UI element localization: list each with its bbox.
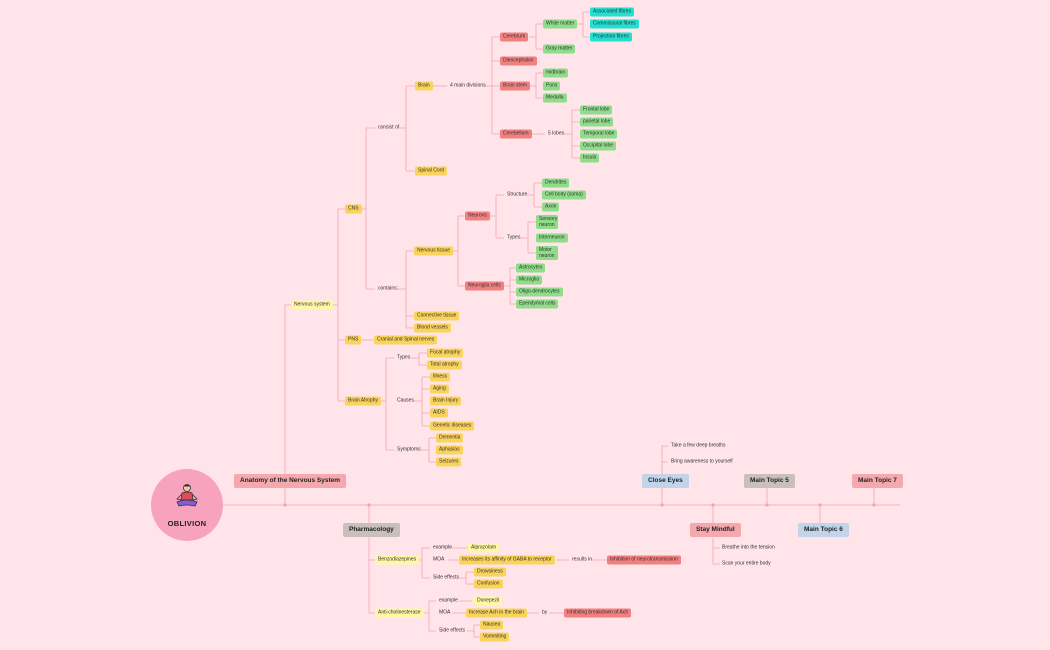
node-anti-moa[interactable]: MOA [439, 609, 451, 616]
node-midbrain[interactable]: midbrain [543, 68, 569, 78]
topic-main-7[interactable]: Main Topic 7 [852, 474, 903, 488]
node-ependymal-cells[interactable]: Ependymal cells [516, 299, 559, 309]
node-increases-affinity[interactable]: Increases its affinity of GABA to recept… [459, 555, 555, 565]
logo-badge: OBLIVION [151, 469, 223, 541]
node-pons[interactable]: Pons [543, 81, 561, 91]
logo-title: OBLIVION [167, 519, 207, 528]
node-microglia[interactable]: Microglia [516, 275, 543, 285]
node-cell-body[interactable]: Cell body (soma) [542, 190, 586, 200]
node-white-matter[interactable]: White matter [543, 19, 578, 29]
node-pns[interactable]: PNS [345, 335, 362, 345]
node-aids[interactable]: AIDS [430, 408, 448, 418]
node-anti-example[interactable]: example [439, 597, 458, 604]
node-inhibiting-breakdown[interactable]: Inhibiting breakdown of Ach [564, 608, 632, 618]
node-dendrites[interactable]: Dendrites [542, 178, 570, 188]
node-associated-fibres[interactable]: Associated fibres [590, 7, 635, 17]
node-axon[interactable]: Axon [542, 202, 560, 212]
node-benzo-side-effects[interactable]: Side effects [433, 574, 460, 581]
node-four-main-divisions[interactable]: 4 main divisions [450, 82, 486, 89]
node-by[interactable]: by [542, 609, 548, 616]
node-interneuron[interactable]: Interneuron [536, 233, 568, 243]
node-cns[interactable]: CNS [345, 204, 362, 214]
node-total-atrophy[interactable]: Total atrophy [427, 360, 462, 370]
node-genetic-diseases[interactable]: Genetic diseases [430, 421, 475, 431]
node-increase-ach[interactable]: Increase Ach in the brain [466, 608, 528, 618]
node-neuroglia-cells[interactable]: Neuroglia cells [465, 281, 504, 291]
node-confusion[interactable]: Confusion [474, 579, 503, 589]
node-structure[interactable]: Structure [507, 191, 528, 198]
node-donepezil[interactable]: Donepezil [474, 596, 503, 606]
node-oligodendrocytes[interactable]: Oligo-dendrocytes [516, 287, 563, 297]
topic-main-6[interactable]: Main Topic 6 [798, 523, 849, 537]
node-diencephalon[interactable]: Diencephalon [500, 56, 537, 66]
node-seizures[interactable]: Seizures [436, 457, 462, 467]
mindful-item[interactable]: Scan your entire body [722, 560, 771, 567]
mindful-item[interactable]: Breathe into the tension [722, 544, 775, 551]
node-cerebrum[interactable]: Cerebrum [500, 32, 529, 42]
node-sensory-neuron[interactable]: Sensory neuron [536, 215, 558, 229]
node-vomiting[interactable]: Vommiting [480, 632, 510, 642]
close-eyes-item[interactable]: Bring awareness to yourself [671, 458, 733, 465]
node-brain-atrophy[interactable]: Brain Atrophy [345, 396, 382, 406]
node-spinal-cord[interactable]: Spinal Cord [415, 166, 448, 176]
node-cranial-spinal-nerves[interactable]: Cranial and Spinal nerves [374, 335, 438, 345]
node-anti-side-effects[interactable]: Side effects [439, 627, 466, 634]
node-brain[interactable]: Brain [415, 81, 433, 91]
node-blood-vessels[interactable]: Blood vessels [414, 323, 451, 333]
node-nervous-system[interactable]: Nervous system [291, 300, 333, 310]
node-consist-of[interactable]: consist of [378, 124, 400, 131]
node-results-in[interactable]: results in [572, 556, 593, 563]
node-anti-cholinesterase[interactable]: Anti-cholinesterase [375, 608, 424, 618]
node-parietal-lobe[interactable]: parietal lobe [580, 117, 614, 127]
node-projection-fibres[interactable]: Projection fibres [590, 32, 632, 42]
node-brain-injury[interactable]: Brain Injury [430, 396, 462, 406]
node-aphasias[interactable]: Aphasias [436, 445, 463, 455]
node-five-lobes[interactable]: 5 lobes [548, 130, 565, 137]
node-connective-tissue[interactable]: Connective tissue [414, 311, 460, 321]
node-cerebellum[interactable]: Cerebellum [500, 129, 532, 139]
topic-pharmacology[interactable]: Pharmacology [343, 523, 400, 537]
node-motor-neuron[interactable]: Motor neuron [536, 246, 558, 260]
node-focal-atrophy[interactable]: Focal atrophy [427, 348, 464, 358]
node-gray-matter[interactable]: Gray matter [543, 44, 576, 54]
topic-main-5[interactable]: Main Topic 5 [744, 474, 795, 488]
node-nervous-tissue[interactable]: Nervous tissue [414, 246, 454, 256]
node-aging[interactable]: Aging [430, 384, 449, 394]
node-illness[interactable]: Illness [430, 372, 451, 382]
node-symptoms[interactable]: Symptoms [397, 446, 421, 453]
topic-anatomy[interactable]: Anatomy of the Nervous System [234, 474, 347, 488]
node-causes[interactable]: Causes [397, 397, 414, 404]
node-nausea[interactable]: Nausea [480, 620, 504, 630]
node-alprazolam[interactable]: Alprazolam [468, 543, 500, 553]
node-frontal-lobe[interactable]: Frontal lobe [580, 105, 613, 115]
node-inhibition-neurotransmission[interactable]: Inhibition of neurotransmission [607, 555, 681, 565]
node-benzo-example[interactable]: example [433, 544, 452, 551]
node-occipital-lobe[interactable]: Occipital lobe [580, 141, 617, 151]
node-neurons[interactable]: Neurons [465, 211, 490, 221]
node-brain-stem[interactable]: Brain stem [500, 81, 530, 91]
node-types[interactable]: Types [507, 234, 521, 241]
node-atrophy-types[interactable]: Types [397, 354, 411, 361]
node-benzo-moa[interactable]: MOA [433, 556, 445, 563]
node-commissural-fibres[interactable]: Commissural fibres [590, 19, 639, 29]
node-temporal-lobe[interactable]: Temporal lobe [580, 129, 618, 139]
topic-stay-mindful[interactable]: Stay Mindful [690, 523, 741, 537]
topic-close-eyes[interactable]: Close Eyes [642, 474, 689, 488]
node-insula[interactable]: Insula [580, 153, 600, 163]
node-dementia[interactable]: Dementia [436, 433, 464, 443]
close-eyes-item[interactable]: Take a few deep breaths [671, 442, 726, 449]
node-benzodiazepines[interactable]: Benzodiazepines [375, 555, 420, 565]
meditation-icon [176, 484, 198, 507]
node-drowsiness[interactable]: Drowsiness [474, 567, 506, 577]
node-medulla[interactable]: Medulla [543, 93, 567, 103]
node-astrocytes[interactable]: Astrocytes [516, 263, 546, 273]
node-contains[interactable]: contains: [378, 285, 399, 292]
